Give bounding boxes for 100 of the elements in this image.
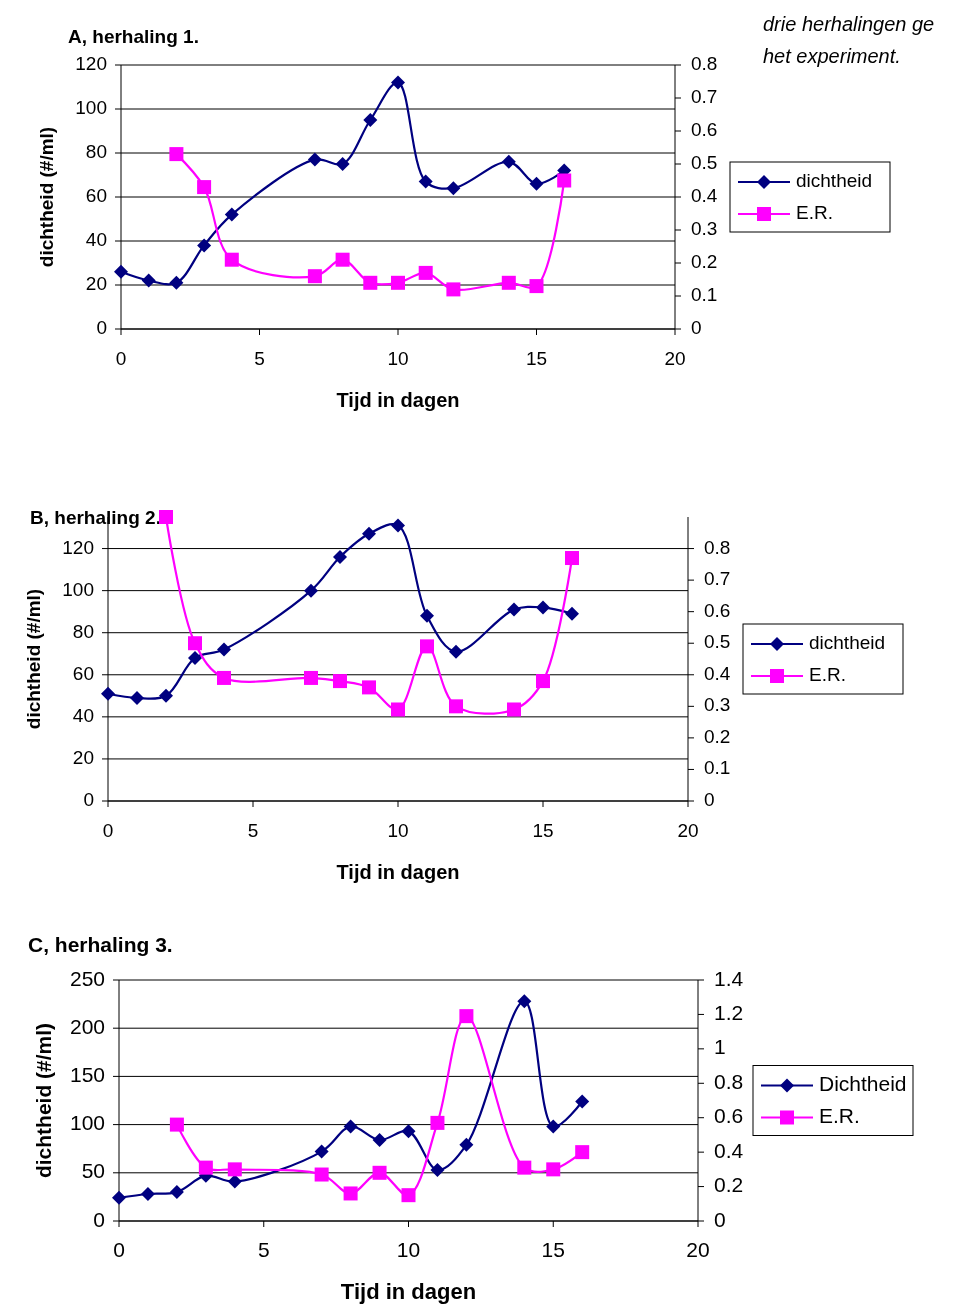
point — [307, 152, 322, 167]
legend-label: E.R. — [796, 202, 833, 224]
y2-tick-label: 0.3 — [691, 218, 718, 240]
point — [362, 526, 376, 541]
y2-tick-label: 0.8 — [704, 536, 731, 558]
point — [391, 702, 405, 717]
text: drie herhalingen ge — [763, 13, 935, 36]
y-tick-label: 40 — [72, 704, 94, 726]
point — [188, 636, 202, 651]
x-tick-label: 5 — [247, 820, 259, 841]
point — [314, 1144, 329, 1159]
y-tick-label: 0 — [93, 1207, 105, 1231]
y-tick-label: 20 — [72, 746, 94, 768]
chart-title: C, herhaling 3. — [28, 932, 173, 956]
point — [517, 1160, 532, 1175]
y2-tick-label: 1.4 — [714, 966, 744, 990]
x-axis-title: Tijd in dagen — [340, 1279, 477, 1304]
point — [391, 518, 405, 533]
x-tick-label: 15 — [541, 1238, 565, 1261]
y-tick-label: 150 — [69, 1062, 105, 1086]
y2-tick-label: 0.5 — [691, 152, 718, 174]
point — [169, 147, 184, 162]
point — [112, 1190, 126, 1205]
text: het experiment. — [763, 45, 901, 68]
point — [565, 606, 579, 621]
point — [169, 1117, 184, 1132]
y2-tick-label: 0.8 — [714, 1069, 744, 1093]
point — [459, 1009, 474, 1024]
point — [169, 1185, 184, 1200]
y-tick-label: 200 — [69, 1014, 105, 1038]
point — [446, 181, 461, 196]
x-tick-label: 20 — [677, 820, 699, 841]
y-tick-label: 80 — [72, 620, 94, 642]
y-tick-label: 60 — [72, 662, 94, 684]
point — [363, 275, 378, 290]
y2-tick-label: 0.1 — [704, 757, 731, 779]
point — [401, 1188, 416, 1203]
y-tick-label: 40 — [85, 229, 107, 251]
point — [197, 238, 212, 253]
point — [343, 1186, 358, 1201]
y2-tick-label: 0.2 — [691, 251, 718, 273]
y-tick-label: 20 — [85, 273, 107, 295]
point — [501, 275, 516, 290]
point — [362, 680, 376, 695]
point — [227, 1162, 242, 1177]
y-axis-title: dichtheid (#/ml) — [36, 126, 57, 268]
y-tick-label: 120 — [75, 53, 107, 75]
y-tick-label: 250 — [69, 966, 105, 990]
point — [197, 180, 212, 195]
point — [507, 602, 521, 617]
point — [188, 650, 202, 665]
x-tick-label: 5 — [254, 348, 265, 369]
x-axis-title: Tijd in dagen — [336, 389, 460, 411]
point — [420, 639, 434, 654]
point — [304, 670, 318, 685]
point — [449, 699, 463, 714]
point — [391, 75, 405, 90]
point — [517, 994, 532, 1009]
point — [501, 154, 516, 169]
point — [114, 264, 128, 279]
x-tick-label: 10 — [396, 1238, 421, 1261]
point — [418, 174, 433, 189]
chart-title: A, herhaling 1. — [68, 26, 199, 48]
point — [446, 282, 461, 297]
point — [401, 1124, 416, 1139]
y-axis-title: dichtheid (#/ml) — [23, 588, 44, 730]
point — [430, 1162, 445, 1177]
x-tick-label: 10 — [387, 348, 409, 369]
point — [217, 670, 231, 685]
legend-label: E.R. — [819, 1104, 860, 1128]
y-tick-label: 100 — [62, 578, 94, 600]
point — [224, 252, 239, 267]
point — [575, 1145, 590, 1160]
x-tick-label: 20 — [664, 348, 686, 369]
y2-tick-label: 0.4 — [704, 662, 731, 684]
point — [333, 549, 347, 564]
y2-tick-label: 0.2 — [704, 725, 731, 747]
x-tick-label: 15 — [525, 348, 548, 369]
point — [227, 1174, 242, 1189]
x-tick-label: 20 — [686, 1238, 710, 1261]
x-tick-label: 0 — [115, 348, 127, 369]
legend-label: Dichtheid — [819, 1072, 907, 1096]
x-tick-label: 15 — [532, 820, 554, 841]
point — [459, 1137, 474, 1152]
point — [372, 1165, 387, 1180]
point — [372, 1133, 387, 1148]
y2-tick-label: 0.4 — [714, 1138, 744, 1162]
y2-tick-label: 0.7 — [691, 86, 718, 108]
y2-tick-label: 0 — [704, 789, 715, 811]
legend-label: dichtheid — [796, 170, 873, 192]
y-tick-label: 100 — [69, 1111, 105, 1135]
y-tick-label: 80 — [85, 141, 107, 163]
point — [101, 686, 115, 701]
point — [565, 551, 579, 566]
point — [343, 1119, 358, 1134]
point — [536, 600, 550, 615]
y2-tick-label: 1.2 — [714, 1000, 744, 1024]
point — [420, 608, 434, 623]
y2-tick-label: 0 — [691, 317, 702, 339]
point — [575, 1094, 590, 1109]
